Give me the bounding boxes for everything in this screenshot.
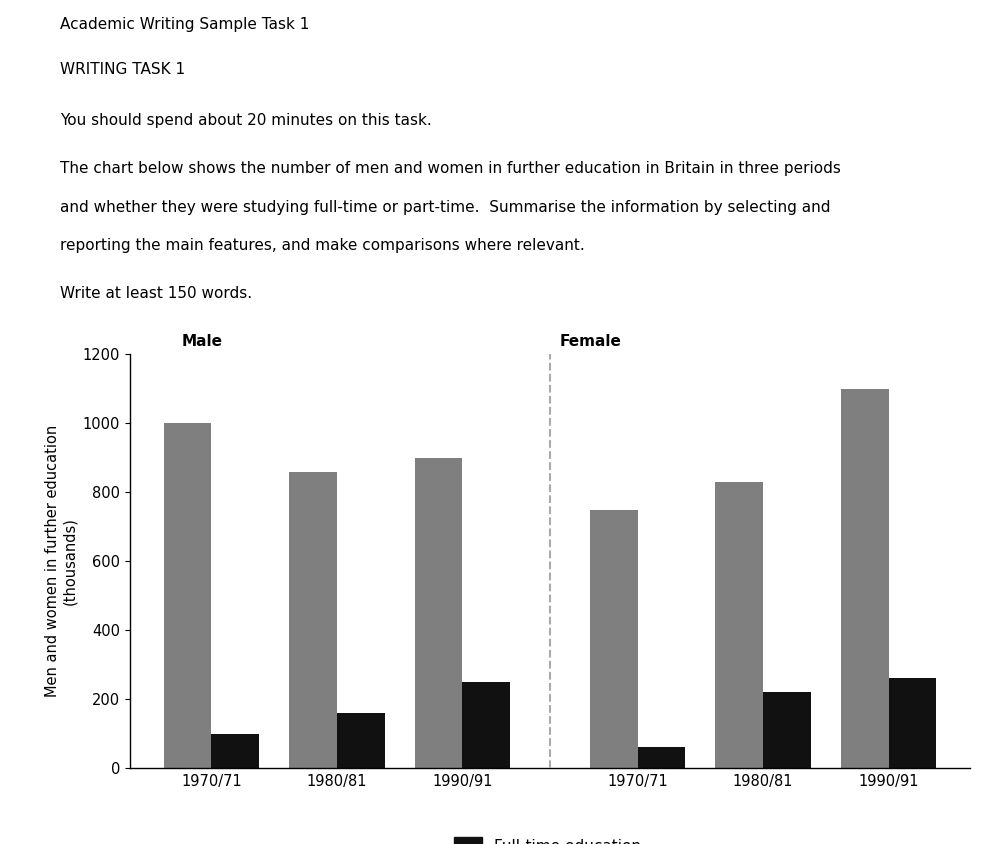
Text: and whether they were studying full-time or part-time.  Summarise the informatio: and whether they were studying full-time… (60, 200, 830, 214)
Y-axis label: Men and women in further education
(thousands): Men and women in further education (thou… (45, 425, 77, 697)
Text: Write at least 150 words.: Write at least 150 words. (60, 286, 252, 301)
Bar (211, 733, 259, 768)
Bar (590, 510, 638, 768)
Bar (889, 679, 936, 768)
Text: WRITING TASK 1: WRITING TASK 1 (60, 62, 185, 77)
Bar (415, 457, 462, 768)
Text: You should spend about 20 minutes on this task.: You should spend about 20 minutes on thi… (60, 113, 432, 128)
Text: The chart below shows the number of men and women in further education in Britai: The chart below shows the number of men … (60, 161, 841, 176)
Text: reporting the main features, and make comparisons where relevant.: reporting the main features, and make co… (60, 238, 585, 253)
Text: Male: Male (181, 334, 222, 349)
Text: Academic Writing Sample Task 1: Academic Writing Sample Task 1 (60, 17, 309, 32)
Bar (164, 424, 211, 768)
Bar (337, 713, 385, 768)
Bar (715, 482, 763, 768)
Bar (638, 748, 685, 768)
Bar (289, 472, 337, 768)
Bar (841, 389, 889, 768)
Legend: Full-time education, Part-time education: Full-time education, Part-time education (447, 830, 653, 844)
Text: Female: Female (560, 334, 622, 349)
Bar (763, 692, 811, 768)
Bar (462, 682, 510, 768)
